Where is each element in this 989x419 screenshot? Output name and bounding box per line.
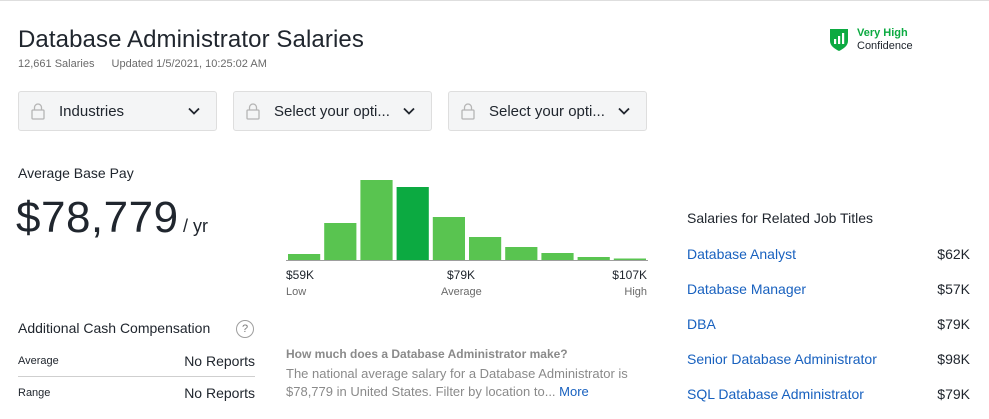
related-job-link[interactable]: Database Analyst (687, 246, 796, 262)
tick-low-value: $59K (286, 268, 315, 282)
chevron-down-icon (618, 107, 630, 115)
related-salary: $79K (937, 316, 970, 332)
shield-bar-chart-icon (830, 29, 848, 51)
histogram-bar (324, 223, 357, 260)
filter-label: Select your opti... (274, 102, 390, 120)
more-link[interactable]: More (559, 384, 589, 399)
faq-answer: The national average salary for a Databa… (286, 365, 651, 401)
option-filter-dropdown-2[interactable]: Select your opti... (448, 91, 647, 131)
related-job-link[interactable]: DBA (687, 316, 716, 332)
related-job-link[interactable]: SQL Database Administrator (687, 386, 864, 402)
related-salary: $79K (937, 386, 970, 402)
cash-row-label: Average (18, 355, 59, 367)
tick-average-label: Average (441, 286, 482, 298)
related-salary: $57K (937, 281, 970, 297)
related-row: DBA $79K (687, 314, 970, 334)
confidence-badge: Very High Confidence (829, 27, 913, 53)
salaries-count: 12,661 Salaries (18, 58, 95, 70)
related-row: Senior Database Administrator $98K (687, 349, 970, 369)
cash-row-range: Range No Reports (18, 378, 255, 408)
related-salary: $98K (937, 351, 970, 367)
related-job-link[interactable]: Database Manager (687, 281, 807, 297)
salary-histogram (288, 180, 646, 260)
filter-label: Select your opti... (489, 102, 605, 120)
faq-question: How much does a Database Administrator m… (286, 347, 568, 361)
related-row: SQL Database Administrator $79K (687, 384, 970, 404)
related-titles-heading: Salaries for Related Job Titles (687, 210, 873, 226)
lock-icon (246, 103, 260, 120)
confidence-level: Very High (857, 27, 908, 39)
lock-icon (461, 103, 475, 120)
histogram-bar (505, 247, 538, 260)
related-row: Database Manager $57K (687, 279, 970, 299)
cash-row-label: Range (18, 387, 51, 399)
salary-meta: 12,661 Salaries Updated 1/5/2021, 10:25:… (18, 58, 267, 70)
cash-row-average: Average No Reports (18, 346, 255, 376)
tick-high-value: $107K (612, 268, 647, 282)
related-salary: $62K (937, 246, 970, 262)
tick-high-label: High (624, 286, 647, 298)
histogram-bar (288, 254, 321, 260)
related-row: Database Analyst $62K (687, 244, 970, 264)
cash-row-value: No Reports (184, 353, 255, 369)
industries-filter-dropdown[interactable]: Industries (18, 91, 217, 131)
page-title: Database Administrator Salaries (18, 26, 364, 53)
cash-row-value: No Reports (184, 385, 255, 401)
histogram-bar (541, 253, 574, 260)
chevron-down-icon (403, 107, 415, 115)
additional-cash-title: Additional Cash Compensation (18, 320, 211, 336)
chevron-down-icon (188, 107, 200, 115)
histogram-bar (360, 180, 393, 260)
histogram-bar (613, 258, 646, 260)
filter-label: Industries (59, 102, 125, 120)
histogram-bar (396, 187, 429, 260)
cash-divider (18, 376, 255, 377)
tick-average-value: $79K (447, 268, 476, 282)
top-divider (0, 0, 989, 1)
option-filter-dropdown-1[interactable]: Select your opti... (233, 91, 432, 131)
faq-answer-text: The national average salary for a Databa… (286, 366, 628, 399)
average-base-pay-value: $78,779 (16, 193, 179, 242)
related-job-link[interactable]: Senior Database Administrator (687, 351, 877, 367)
help-icon[interactable]: ? (236, 320, 254, 338)
confidence-label: Confidence (857, 40, 913, 52)
histogram-bar (432, 217, 465, 260)
lock-icon (31, 103, 45, 120)
tick-low-label: Low (286, 286, 307, 298)
pay-period-unit: / yr (183, 216, 208, 236)
histogram-bar (469, 237, 502, 260)
updated-timestamp: Updated 1/5/2021, 10:25:02 AM (111, 58, 267, 70)
average-base-pay-label: Average Base Pay (18, 165, 134, 181)
histogram-bar (577, 257, 610, 260)
histogram-axis (286, 260, 648, 261)
